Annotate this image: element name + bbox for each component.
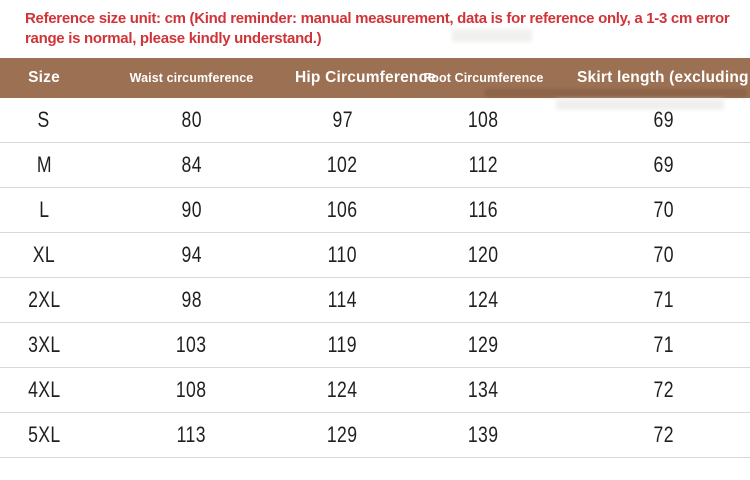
size-label: 4XL xyxy=(27,377,61,402)
hip-value: 114 xyxy=(327,287,358,312)
table-row: M 84 102 112 69 xyxy=(0,142,750,188)
cell-skirt: 72 xyxy=(577,412,750,458)
cell-size: S xyxy=(0,98,88,143)
cell-size: 3XL xyxy=(0,322,88,368)
waist-value: 80 xyxy=(181,107,202,132)
col-header-skirt: Skirt length (excluding straps) xyxy=(577,58,750,98)
cell-hip: 114 xyxy=(295,277,390,323)
cell-waist: 84 xyxy=(88,142,295,188)
col-header-waist: Waist circumference xyxy=(88,58,295,98)
cell-size: L xyxy=(0,187,88,233)
size-label: S xyxy=(37,107,51,132)
cell-foot: 139 xyxy=(390,412,577,458)
col-header-hip: Hip Circumference xyxy=(295,58,436,98)
cell-hip: 124 xyxy=(295,367,390,413)
size-notice-line1: Reference size unit: cm (Kind reminder: … xyxy=(25,10,730,27)
size-label: L xyxy=(38,197,50,222)
hip-value: 97 xyxy=(332,107,353,132)
hip-value: 124 xyxy=(327,377,358,402)
cell-foot: 124 xyxy=(390,277,577,323)
cell-skirt: 71 xyxy=(577,277,750,323)
size-table: Size Waist circumference Hip Circumferen… xyxy=(0,58,750,458)
cell-skirt: 72 xyxy=(577,367,750,413)
table-row: L 90 106 116 70 xyxy=(0,187,750,233)
cell-size: 2XL xyxy=(0,277,88,323)
skirt-value: 72 xyxy=(653,377,674,402)
cell-skirt: 70 xyxy=(577,232,750,278)
waist-value: 113 xyxy=(176,422,207,447)
waist-value: 98 xyxy=(181,287,202,312)
cell-waist: 108 xyxy=(88,367,295,413)
skirt-value: 71 xyxy=(653,287,674,312)
cell-waist: 94 xyxy=(88,232,295,278)
table-row: 2XL 98 114 124 71 xyxy=(0,277,750,323)
table-row: S 80 97 108 69 xyxy=(0,98,750,143)
hip-value: 102 xyxy=(327,152,358,177)
cell-waist: 90 xyxy=(88,187,295,233)
hip-value: 119 xyxy=(327,332,358,357)
hip-value: 106 xyxy=(327,197,358,222)
cell-waist: 103 xyxy=(88,322,295,368)
foot-value: 112 xyxy=(468,152,499,177)
waist-value: 90 xyxy=(181,197,202,222)
skirt-value: 70 xyxy=(653,242,674,267)
skirt-value: 69 xyxy=(653,152,674,177)
cell-foot: 134 xyxy=(390,367,577,413)
size-label: 5XL xyxy=(27,422,61,447)
skirt-value: 70 xyxy=(653,197,674,222)
waist-value: 94 xyxy=(181,242,202,267)
table-row: 5XL 113 129 139 72 xyxy=(0,412,750,458)
cell-hip: 129 xyxy=(295,412,390,458)
cell-size: M xyxy=(0,142,88,188)
size-label: XL xyxy=(32,242,56,267)
foot-value: 129 xyxy=(468,332,499,357)
table-row: XL 94 110 120 70 xyxy=(0,232,750,278)
table-header-row: Size Waist circumference Hip Circumferen… xyxy=(0,58,750,98)
size-label: M xyxy=(36,152,52,177)
cell-waist: 113 xyxy=(88,412,295,458)
skirt-value: 71 xyxy=(653,332,674,357)
table-row: 4XL 108 124 134 72 xyxy=(0,367,750,413)
cell-skirt: 69 xyxy=(577,142,750,188)
cell-foot: 108 xyxy=(390,98,577,143)
skirt-value: 69 xyxy=(653,107,674,132)
foot-value: 108 xyxy=(468,107,499,132)
cell-hip: 110 xyxy=(295,232,390,278)
cell-size: 4XL xyxy=(0,367,88,413)
cell-foot: 116 xyxy=(390,187,577,233)
foot-value: 116 xyxy=(468,197,499,222)
size-notice-line2: range is normal, please kindly understan… xyxy=(25,30,322,47)
foot-value: 134 xyxy=(468,377,499,402)
skirt-value: 72 xyxy=(653,422,674,447)
cell-size: XL xyxy=(0,232,88,278)
cell-waist: 80 xyxy=(88,98,295,143)
cell-foot: 120 xyxy=(390,232,577,278)
col-header-foot: Foot Circumference xyxy=(390,58,577,98)
cell-hip: 119 xyxy=(295,322,390,368)
size-notice: Reference size unit: cm (Kind reminder: … xyxy=(25,9,730,49)
foot-value: 124 xyxy=(468,287,499,312)
hip-value: 110 xyxy=(327,242,358,267)
cell-hip: 97 xyxy=(295,98,390,143)
cell-hip: 106 xyxy=(295,187,390,233)
table-row: 3XL 103 119 129 71 xyxy=(0,322,750,368)
cell-size: 5XL xyxy=(0,412,88,458)
waist-value: 84 xyxy=(181,152,202,177)
hip-value: 129 xyxy=(327,422,358,447)
size-label: 3XL xyxy=(27,332,61,357)
foot-value: 120 xyxy=(468,242,499,267)
cell-skirt: 69 xyxy=(577,98,750,143)
waist-value: 108 xyxy=(176,377,207,402)
waist-value: 103 xyxy=(176,332,207,357)
cell-skirt: 71 xyxy=(577,322,750,368)
col-header-size: Size xyxy=(0,58,88,98)
cell-waist: 98 xyxy=(88,277,295,323)
cell-skirt: 70 xyxy=(577,187,750,233)
size-label: 2XL xyxy=(27,287,61,312)
cell-hip: 102 xyxy=(295,142,390,188)
cell-foot: 129 xyxy=(390,322,577,368)
foot-value: 139 xyxy=(468,422,499,447)
cell-foot: 112 xyxy=(390,142,577,188)
